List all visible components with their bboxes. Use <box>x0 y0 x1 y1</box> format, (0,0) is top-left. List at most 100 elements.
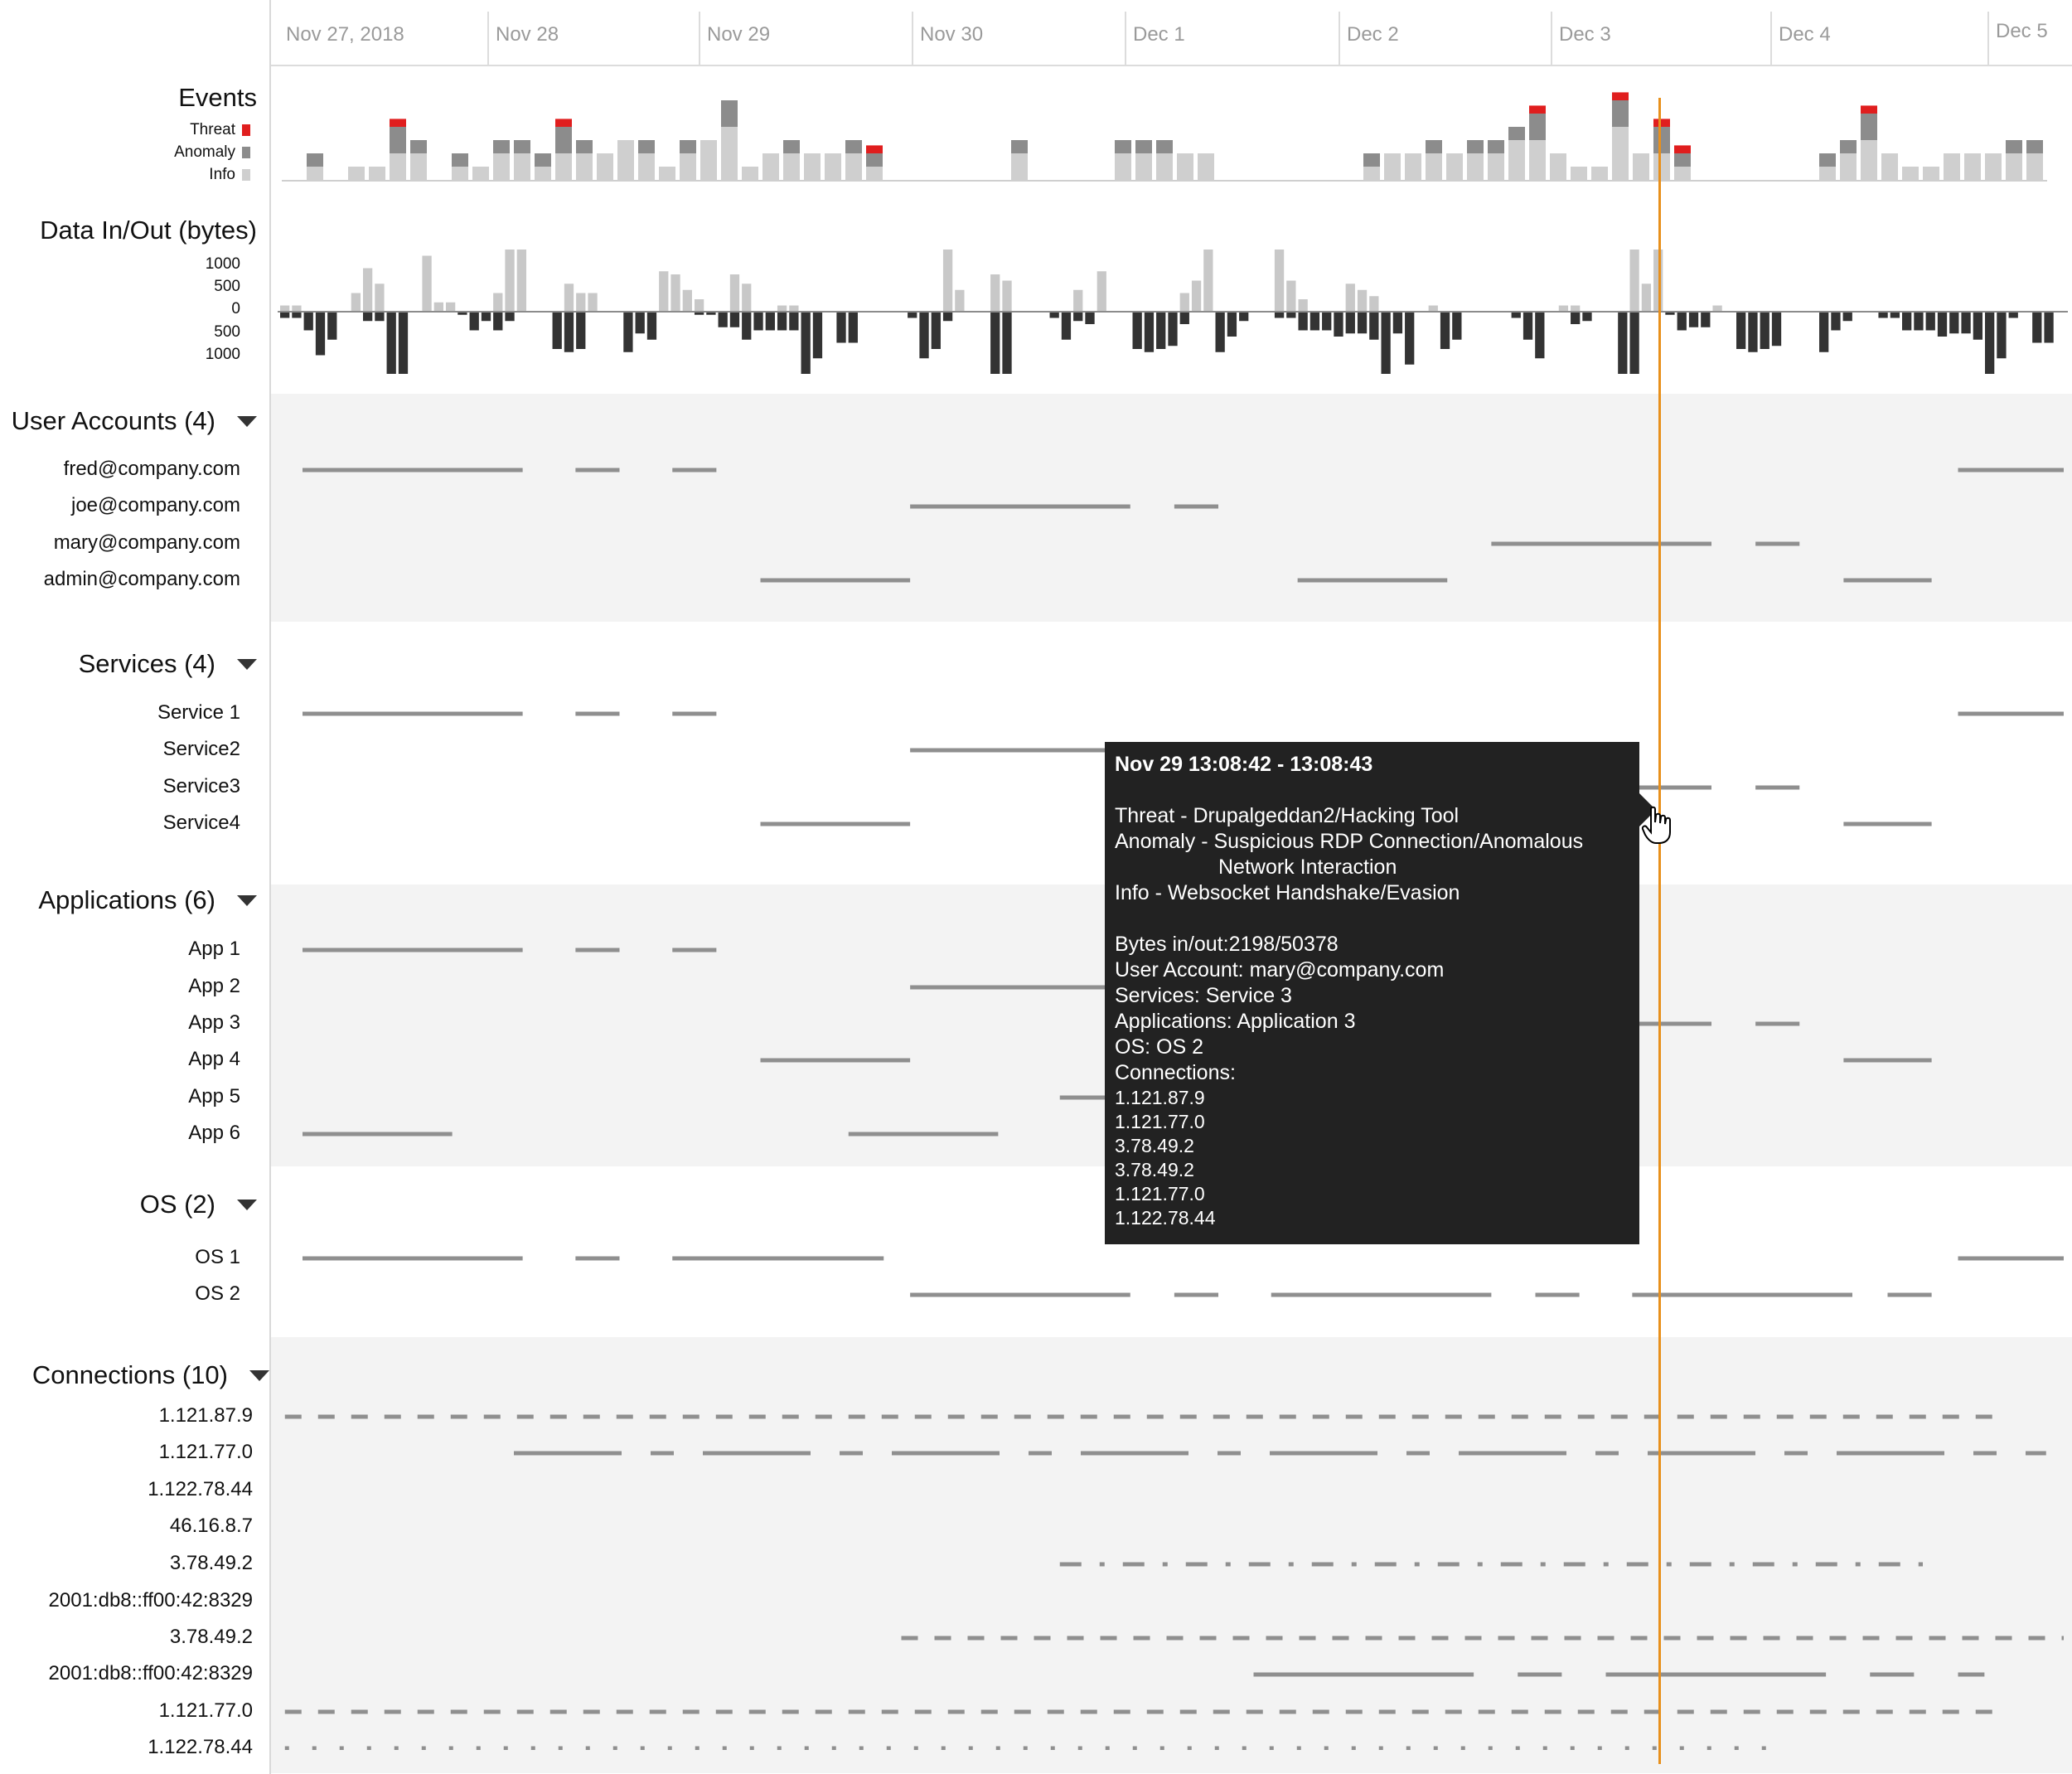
connections-section-title: Connections (10) <box>31 1360 228 1389</box>
event-bar <box>866 167 883 180</box>
data-in-bar <box>729 274 740 312</box>
os-section-header[interactable]: OS (2) <box>140 1190 257 1219</box>
event-bar <box>1674 145 1691 153</box>
info-swatch-icon <box>242 169 250 181</box>
tick-line <box>1125 12 1126 65</box>
data-in-bar <box>1274 250 1285 312</box>
caret-down-icon[interactable] <box>237 894 257 906</box>
data-out-bar <box>505 312 515 322</box>
data-out-bar <box>1914 312 1924 331</box>
event-bar <box>555 127 572 153</box>
row-label: App 3 <box>188 1011 240 1034</box>
event-bar <box>1011 153 1028 180</box>
event-bar <box>1363 153 1380 167</box>
event-bar <box>1591 167 1608 180</box>
row-label: App 1 <box>188 938 240 960</box>
data-in-bar <box>445 302 456 312</box>
row-label: fred@company.com <box>63 458 240 480</box>
data-in-bar <box>1002 280 1012 312</box>
data-in-bar <box>564 284 574 312</box>
data-out-bar <box>481 312 491 322</box>
caret-down-icon[interactable] <box>237 415 257 427</box>
row-label: OS 1 <box>195 1246 240 1268</box>
data-in-bar <box>1286 280 1296 312</box>
row-label: 3.78.49.2 <box>169 1626 253 1648</box>
row-label: 1.121.77.0 <box>158 1441 253 1463</box>
data-in-bar <box>1179 293 1189 312</box>
data-in-bar <box>433 302 443 312</box>
tooltip-connection-6: 1.122.78.44 <box>1115 1207 1216 1229</box>
data-in-bar <box>942 250 953 312</box>
time-cursor-line[interactable] <box>1658 98 1661 1764</box>
event-bar <box>410 140 427 153</box>
data-out-bar <box>292 312 302 318</box>
event-bar <box>514 153 530 180</box>
tooltip-threat: Threat - Drupalgeddan2/Hacking Tool <box>1115 804 1460 827</box>
users-section-header[interactable]: User Accounts (4) <box>12 406 257 436</box>
data-out-bar <box>990 312 1000 374</box>
event-bar <box>700 140 717 180</box>
caret-down-icon[interactable] <box>249 1369 269 1381</box>
data-in-bar <box>777 305 787 312</box>
caret-down-icon[interactable] <box>237 1199 257 1210</box>
row-label: OS 2 <box>195 1282 240 1305</box>
data-out-bar <box>493 312 503 331</box>
connections-section-header[interactable]: Connections (10) <box>32 1360 269 1390</box>
data-in-bar <box>789 305 799 312</box>
data-out-bar <box>457 312 467 315</box>
tooltip-services: Services: Service 3 <box>1115 984 1292 1007</box>
event-bar <box>1653 119 1670 127</box>
row-label: 1.121.87.9 <box>158 1404 253 1427</box>
data-out-bar <box>753 312 763 331</box>
data-in-bar <box>1653 250 1663 312</box>
event-bar <box>680 140 696 153</box>
tick-label: Nov 30 <box>920 23 984 46</box>
caret-down-icon[interactable] <box>237 658 257 670</box>
data-out-bar <box>1902 312 1912 331</box>
services-section-header[interactable]: Services (4) <box>79 649 257 679</box>
event-bar <box>307 153 323 167</box>
event-bar <box>1633 153 1649 180</box>
event-bar <box>1612 92 1629 100</box>
hand-pointer-icon <box>1641 806 1671 844</box>
data-out-bar <box>2044 312 2054 343</box>
data-out-bar <box>777 312 787 331</box>
data-out-bar <box>1736 312 1746 349</box>
data-out-bar <box>1985 312 1995 374</box>
data-out-bar <box>1571 312 1581 324</box>
os-section-title: OS (2) <box>139 1190 215 1219</box>
event-bar <box>1177 153 1193 180</box>
tick-line <box>1770 12 1772 65</box>
data-out-bar <box>908 312 917 318</box>
data-out-bar <box>1215 312 1225 352</box>
data-out-bar <box>1701 312 1711 327</box>
event-bar <box>1156 153 1173 180</box>
services-section-title: Services (4) <box>78 649 215 678</box>
data-out-bar <box>1973 312 1983 340</box>
event-bar <box>638 140 655 153</box>
tick-line <box>1551 12 1552 65</box>
data-out-bar <box>1677 312 1687 331</box>
event-bar <box>1426 153 1442 180</box>
data-in-bar <box>493 293 503 312</box>
event-bar <box>1467 153 1484 180</box>
event-tooltip: Nov 29 13:08:42 - 13:08:43 Threat - Drup… <box>1105 742 1639 1244</box>
tick-label: Dec 3 <box>1559 23 1611 46</box>
row-label: 2001:db8::ff00:42:8329 <box>48 1662 253 1684</box>
data-out-bar <box>1156 312 1166 349</box>
data-out-bar <box>1322 312 1332 331</box>
data-out-bar <box>1310 312 1320 331</box>
legend-anomaly-label: Anomaly <box>174 143 235 161</box>
event-bar <box>514 140 530 153</box>
tooltip-anomaly: Anomaly - Suspicious RDP Connection/Anom… <box>1115 830 1584 853</box>
data-out-bar <box>1771 312 1782 347</box>
data-out-bar <box>931 312 941 349</box>
event-bar <box>535 153 551 167</box>
data-in-bar <box>694 299 704 312</box>
applications-section-header[interactable]: Applications (6) <box>38 885 257 915</box>
event-bar <box>1529 105 1546 114</box>
event-bar <box>1488 153 1504 180</box>
event-bar <box>721 100 738 127</box>
data-out-bar <box>1842 312 1852 322</box>
